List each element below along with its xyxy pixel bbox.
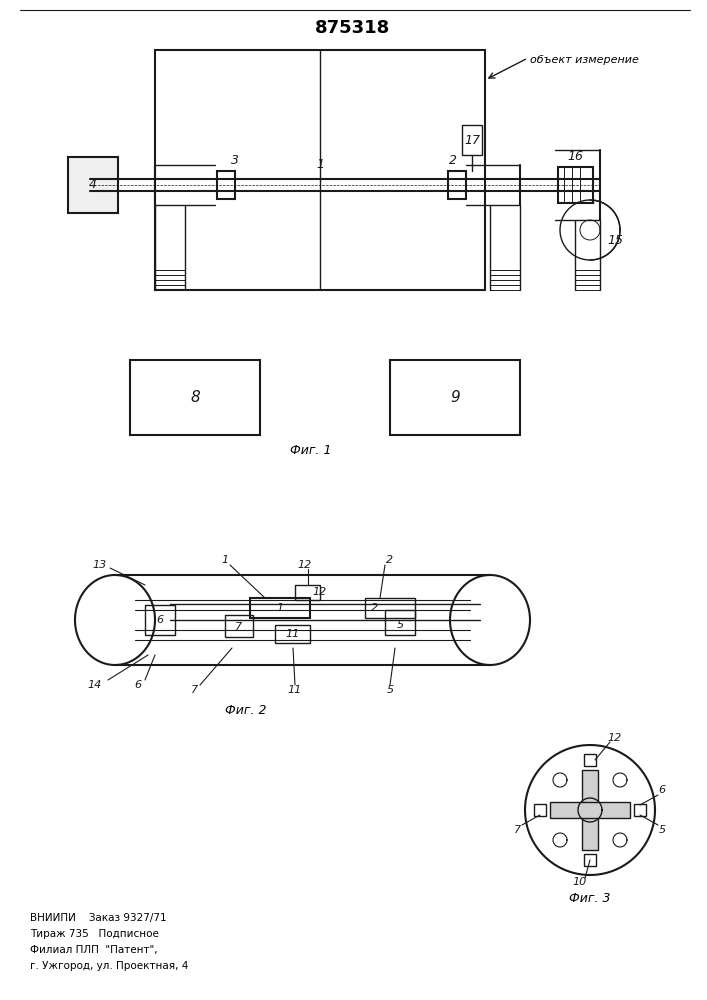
Bar [225, 615, 253, 637]
Bar [130, 360, 260, 435]
Text: 5: 5 [658, 825, 665, 835]
Bar [365, 598, 415, 618]
Bar [145, 605, 175, 635]
Text: 12: 12 [298, 560, 312, 570]
Text: 5: 5 [387, 685, 394, 695]
Bar [462, 125, 482, 155]
Bar [155, 50, 485, 290]
Text: 6: 6 [156, 615, 163, 625]
Text: 7: 7 [192, 685, 199, 695]
Bar [584, 854, 596, 866]
Text: Фиг. 3: Фиг. 3 [569, 892, 611, 904]
Text: 7: 7 [515, 825, 522, 835]
Text: 1: 1 [221, 555, 228, 565]
Text: 10: 10 [573, 877, 587, 887]
Bar [275, 625, 310, 643]
Text: 14: 14 [88, 680, 102, 690]
Text: 1: 1 [276, 603, 284, 613]
Text: г. Ужгород, ул. Проектная, 4: г. Ужгород, ул. Проектная, 4 [30, 961, 188, 971]
Text: 6: 6 [134, 680, 141, 690]
Text: 5: 5 [397, 620, 404, 630]
Text: Тираж 735   Подписное: Тираж 735 Подписное [30, 929, 159, 939]
Bar [250, 598, 310, 618]
Text: объект измерение: объект измерение [530, 55, 639, 65]
Text: 4: 4 [89, 178, 97, 192]
Bar [634, 804, 646, 816]
Text: 8: 8 [190, 390, 200, 406]
Bar [295, 585, 320, 600]
Bar [582, 770, 598, 850]
Text: 2: 2 [387, 555, 394, 565]
Text: Филиал ПЛП  "Патент",: Филиал ПЛП "Патент", [30, 945, 158, 955]
Text: 15: 15 [607, 233, 623, 246]
Text: 12: 12 [313, 587, 327, 597]
Text: 17: 17 [464, 133, 480, 146]
Text: 11: 11 [288, 685, 302, 695]
Text: 12: 12 [608, 733, 622, 743]
Bar [534, 804, 546, 816]
Text: 6: 6 [658, 785, 665, 795]
Text: 1: 1 [316, 158, 324, 172]
Text: 3: 3 [231, 153, 239, 166]
Text: 2: 2 [371, 603, 378, 613]
Text: 2: 2 [449, 153, 457, 166]
Text: ВНИИПИ    Заказ 9327/71: ВНИИПИ Заказ 9327/71 [30, 913, 167, 923]
Bar [558, 167, 593, 203]
Text: Фиг. 2: Фиг. 2 [225, 704, 267, 716]
Text: 16: 16 [567, 150, 583, 163]
Bar [68, 157, 118, 213]
Text: 9: 9 [450, 390, 460, 406]
Bar [584, 754, 596, 766]
Text: 11: 11 [286, 629, 300, 639]
Text: 875318: 875318 [315, 19, 391, 37]
Bar [385, 610, 415, 635]
Text: 13: 13 [93, 560, 107, 570]
Bar [448, 171, 466, 199]
Bar [550, 802, 630, 818]
Bar [390, 360, 520, 435]
Text: Фиг. 1: Фиг. 1 [290, 444, 332, 456]
Bar [217, 171, 235, 199]
Text: 7: 7 [235, 622, 243, 632]
